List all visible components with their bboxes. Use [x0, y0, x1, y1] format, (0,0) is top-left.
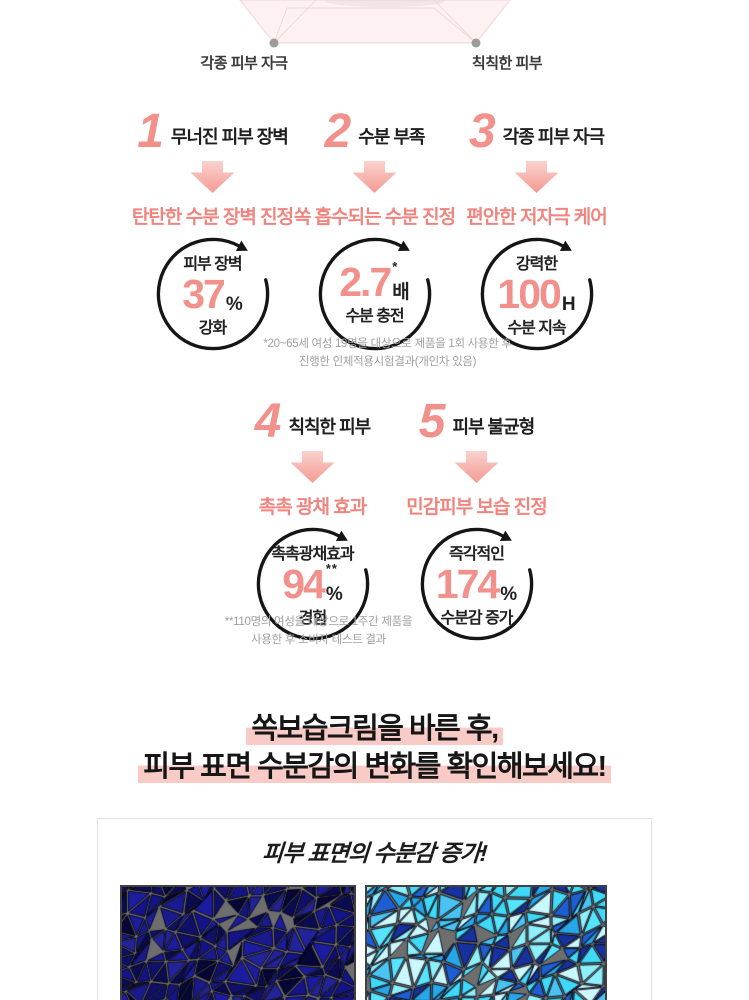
benefit-item-2: 2 수분 부족 쏙 흡수되는 수분 진정 2.7 * 배 수분 충전 [294, 106, 456, 353]
stat-main: 174 % [435, 561, 518, 608]
circular-arrow-icon [256, 527, 369, 641]
stat-bottom-label: 수분 충전 [345, 308, 404, 325]
stat-value: 100 [497, 271, 561, 318]
stat-unit: H [561, 294, 576, 315]
down-arrow-icon [454, 451, 499, 483]
radar-axis-label-left: 각종 피부 자극 [200, 55, 288, 72]
benefit-number: 5 [418, 394, 446, 448]
stat-bottom-label: 수분감 증가 [440, 610, 513, 627]
benefits-row-1: 1 무너진 피부 장벽 탄탄한 수분 장벽 진정 피부 장벽 37 % 강화 [0, 106, 749, 353]
circular-arrow-icon [480, 237, 593, 351]
stat-main: 94 **% [282, 561, 343, 608]
benefit-problem-label: 각종 피부 자극 [502, 127, 605, 147]
benefit-solution-label: 민감피부 보습 진정 [406, 497, 547, 518]
stat-top-label: 촉촉광채효과 [271, 546, 354, 563]
headline-line-2: 피부 표면 수분감의 변화를 확인해보세요! [138, 751, 611, 783]
stat-value: 174 [435, 561, 500, 608]
benefit-heading: 2 수분 부족 [324, 104, 426, 158]
stat-top-label: 피부 장벽 [183, 256, 242, 273]
stat-bottom-label: 경험 [298, 610, 327, 627]
benefit-item-5: 5 피부 불균형 민감피부 보습 진정 즉각적인 174 % 수분감 증가 [395, 396, 559, 643]
stat-unit: 배 [392, 282, 410, 303]
stat-circle: 강력한 100 H 수분 지속 [478, 235, 596, 353]
stat-unit: % [500, 584, 518, 605]
stat-circle: 즉각적인 174 % 수분감 증가 [418, 525, 536, 643]
circular-arrow-icon [420, 527, 533, 641]
circular-arrow-icon [318, 237, 431, 351]
radar-vertex-dot [269, 38, 279, 48]
stat-circle: 피부 장벽 37 % 강화 [154, 235, 272, 353]
benefit-solution-label: 편안한 저자극 케어 [466, 207, 607, 228]
benefit-heading: 1 무너진 피부 장벽 [137, 104, 289, 158]
stat-main: 2.7 * 배 [339, 259, 410, 306]
headline-line-1: 쏙보습크림을 바른 후, [246, 713, 503, 745]
benefit-number: 2 [324, 104, 352, 158]
section-headline: 쏙보습크림을 바른 후, 피부 표면 수분감의 변화를 확인해보세요! [0, 710, 749, 786]
microscope-image-row [98, 885, 651, 1000]
stat-value: 2.7 [339, 259, 392, 306]
benefits-row-2: 4 칙칙한 피부 촉촉 광채 효과 촉촉광채효과 94 **% 경험 5 [231, 396, 559, 643]
stat-circle: 2.7 * 배 수분 충전 [316, 235, 434, 353]
benefit-item-3: 3 각종 피부 자극 편안한 저자극 케어 강력한 100 H 수분 지속 [456, 106, 618, 353]
benefit-number: 3 [468, 104, 496, 158]
stat-footnote-mark: ** [325, 561, 338, 576]
benefit-number: 4 [254, 394, 282, 448]
stat-circle: 촉촉광채효과 94 **% 경험 [254, 525, 372, 643]
benefit-heading: 4 칙칙한 피부 [254, 394, 372, 448]
benefit-item-1: 1 무너진 피부 장벽 탄탄한 수분 장벽 진정 피부 장벽 37 % 강화 [132, 106, 294, 353]
benefit-heading: 5 피부 불균형 [418, 394, 536, 448]
stat-main: 37 % [182, 271, 243, 318]
stat-main: 100 H [497, 271, 576, 318]
benefit-item-4: 4 칙칙한 피부 촉촉 광채 효과 촉촉광채효과 94 **% 경험 [231, 396, 395, 643]
stat-top-label: 즉각적인 [449, 546, 505, 563]
benefit-number: 1 [137, 104, 164, 158]
stat-bottom-label: 수분 지속 [507, 320, 566, 337]
stat-bottom-label: 강화 [198, 320, 227, 337]
down-arrow-icon [290, 451, 335, 483]
moisture-box-title: 피부 표면의 수분감 증가! [261, 840, 488, 866]
benefit-solution-label: 탄탄한 수분 장벽 진정 [131, 207, 294, 228]
moisture-comparison-box: 피부 표면의 수분감 증가! [97, 818, 652, 1000]
clinical-test-footnote: *20~65세 여성 19명을 대상으로 제품을 1회 사용한 후 진행한 인체… [263, 338, 512, 368]
skin-moisture-after-image [365, 885, 607, 1000]
benefit-solution-label: 촉촉 광채 효과 [258, 497, 367, 518]
benefit-problem-label: 피부 불균형 [452, 417, 535, 437]
radar-chart-fragment [239, 0, 511, 48]
stat-unit: % [225, 294, 243, 315]
stat-value: 37 [182, 271, 226, 318]
circular-arrow-icon [156, 237, 269, 351]
stat-unit: % [325, 584, 343, 605]
benefit-problem-label: 무너진 피부 장벽 [170, 127, 289, 147]
down-arrow-icon [352, 161, 397, 193]
stat-value: 94 [282, 561, 326, 608]
stat-top-label: 강력한 [515, 256, 558, 273]
stat-footnote-mark: * [392, 259, 399, 274]
down-arrow-icon [514, 161, 559, 193]
consumer-test-footnote: **110명의 여성을 대상으로 1주간 제품을 사용한 후 소비자 테스트 결… [224, 616, 413, 646]
radar-axis-label-right: 칙칙한 피부 [471, 55, 543, 72]
skin-moisture-before-image [120, 885, 356, 1000]
benefit-problem-label: 수분 부족 [358, 127, 425, 147]
benefit-heading: 3 각종 피부 자극 [468, 104, 605, 158]
benefit-solution-label: 쏙 흡수되는 수분 진정 [293, 207, 456, 228]
radar-vertex-dot [471, 38, 481, 48]
benefit-problem-label: 칙칙한 피부 [288, 417, 371, 437]
down-arrow-icon [190, 161, 235, 193]
